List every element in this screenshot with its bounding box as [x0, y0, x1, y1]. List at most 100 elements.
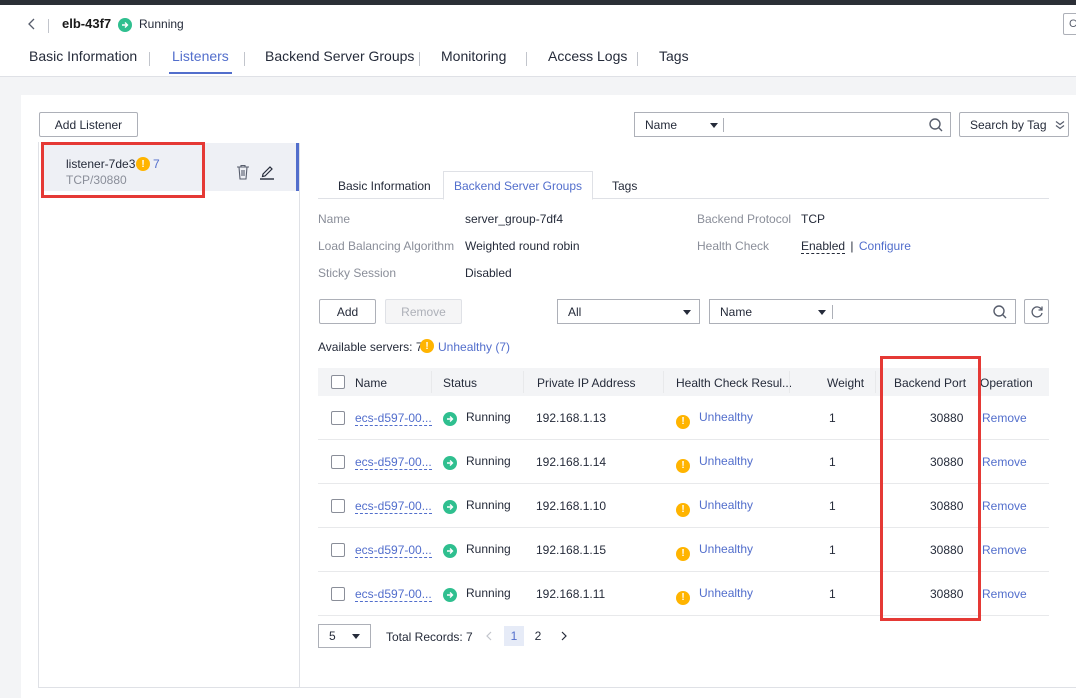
- total-records: Total Records: 7: [386, 630, 473, 644]
- add-server-button[interactable]: Add: [319, 299, 376, 324]
- subtabs-baseline: [318, 198, 1049, 199]
- unhealthy-link[interactable]: Unhealthy (7): [438, 340, 511, 354]
- warning-icon: !: [676, 546, 690, 561]
- chevron-down-icon: [818, 310, 826, 315]
- back-icon[interactable]: [24, 14, 40, 34]
- row-checkbox[interactable]: [331, 587, 345, 601]
- chevron-right-icon: [561, 631, 567, 641]
- server-status-text: Running: [466, 454, 511, 468]
- warning-icon: !: [676, 414, 690, 429]
- tab-listeners[interactable]: Listeners: [169, 48, 232, 74]
- input-divider: [832, 305, 833, 319]
- health-status-text: Unhealthy: [699, 498, 754, 512]
- listener-selected-bar: [296, 143, 299, 191]
- remove-server-link[interactable]: Remove: [982, 411, 1027, 425]
- card-bottom-line: [38, 687, 1076, 688]
- server-health: ! Unhealthy: [676, 542, 753, 561]
- group-name-link[interactable]: server_group-7df4: [465, 212, 564, 226]
- tab-access-logs[interactable]: Access Logs: [548, 48, 628, 64]
- sticky-session-label: Sticky Session: [318, 266, 397, 280]
- tab-monitoring[interactable]: Monitoring: [441, 48, 507, 64]
- subtab-tags[interactable]: Tags: [612, 179, 638, 193]
- server-private-ip: 192.168.1.10: [536, 499, 607, 513]
- header-divider: [48, 19, 49, 33]
- row-checkbox[interactable]: [331, 543, 345, 557]
- tab-tags[interactable]: Tags: [659, 48, 689, 64]
- server-status-text: Running: [466, 586, 511, 600]
- server-private-ip: 192.168.1.14: [536, 455, 607, 469]
- server-backend-port: 30880: [930, 455, 964, 469]
- filter-field-select[interactable]: Name: [634, 112, 729, 137]
- server-status-text: Running: [466, 542, 511, 556]
- column-header-operation: Operation: [980, 376, 1033, 390]
- refresh-button[interactable]: [1024, 299, 1049, 324]
- column-separator: [431, 371, 432, 393]
- page-2-button[interactable]: 2: [534, 629, 542, 643]
- column-header-name[interactable]: Name: [355, 376, 388, 390]
- page-header: [0, 5, 1076, 77]
- server-backend-port: 30880: [930, 587, 964, 601]
- table-row: ecs-d597-00... Running 192.168.1.13 ! Unh…: [318, 396, 1049, 440]
- remove-server-button[interactable]: Remove: [385, 299, 462, 324]
- tab-basic-information[interactable]: Basic Information: [29, 48, 138, 64]
- topright-button[interactable]: C: [1063, 13, 1076, 35]
- page-size-select[interactable]: 5: [318, 624, 371, 648]
- select-all-checkbox[interactable]: [331, 375, 345, 389]
- remove-server-link[interactable]: Remove: [982, 499, 1027, 513]
- configure-link[interactable]: Configure: [858, 239, 911, 253]
- panel-divider: [299, 143, 300, 688]
- column-header-weight[interactable]: Weight: [827, 376, 865, 390]
- column-header-status[interactable]: Status: [443, 376, 478, 390]
- next-page-button[interactable]: [554, 626, 574, 646]
- highlight-backend-port-box: [880, 356, 981, 621]
- sticky-session-value: Disabled: [465, 266, 512, 280]
- server-weight: 1: [829, 587, 836, 601]
- search-by-tag-button[interactable]: Search by Tag: [959, 112, 1069, 137]
- chevron-down-icon: [710, 123, 718, 128]
- server-field-select[interactable]: Name: [709, 299, 837, 324]
- add-listener-button[interactable]: Add Listener: [39, 112, 138, 137]
- listener-protocol-port: TCP/30880: [66, 173, 127, 187]
- health-status-text: Unhealthy: [699, 586, 754, 600]
- remove-server-link[interactable]: Remove: [982, 455, 1027, 469]
- group-name-label: Name: [318, 212, 351, 226]
- row-checkbox[interactable]: [331, 499, 345, 513]
- available-servers-text: Available servers: 7: [318, 340, 423, 354]
- subtab-basic-information[interactable]: Basic Information: [338, 179, 431, 193]
- listener-item[interactable]: [41, 143, 298, 191]
- server-name-link[interactable]: ecs-d597-00...: [355, 411, 432, 426]
- listener-search-input[interactable]: [723, 112, 951, 137]
- highlight-listener-box: [41, 142, 205, 198]
- refresh-icon: [1030, 305, 1043, 318]
- listener-warning-count[interactable]: 7: [153, 157, 160, 171]
- status-filter-value: All: [568, 304, 582, 319]
- status-filter-select[interactable]: All: [557, 299, 700, 324]
- prev-page-button[interactable]: [479, 626, 499, 646]
- table-row: ecs-d597-00... Running 192.168.1.14 ! Unh…: [318, 440, 1049, 484]
- column-header-backend-port[interactable]: Backend Port: [894, 376, 967, 390]
- server-search-input[interactable]: [832, 299, 1016, 324]
- page-size-value: 5: [329, 629, 336, 643]
- page-1-button[interactable]: 1: [504, 626, 524, 646]
- server-weight: 1: [829, 543, 836, 557]
- warning-icon: !: [676, 590, 690, 605]
- remove-server-link[interactable]: Remove: [982, 587, 1027, 601]
- search-icon[interactable]: [992, 304, 1008, 320]
- backend-protocol-label: Backend Protocol: [697, 212, 792, 226]
- server-name-link[interactable]: ecs-d597-00...: [355, 543, 432, 558]
- server-name-link[interactable]: ecs-d597-00...: [355, 455, 432, 470]
- subtab-backend-server-groups[interactable]: Backend Server Groups: [443, 171, 593, 200]
- delete-icon[interactable]: [236, 164, 250, 180]
- filter-field-value: Name: [645, 117, 678, 132]
- edit-icon[interactable]: [259, 163, 275, 180]
- server-status-text: Running: [466, 498, 511, 512]
- search-icon[interactable]: [928, 117, 944, 133]
- server-name-link[interactable]: ecs-d597-00...: [355, 587, 432, 602]
- row-checkbox[interactable]: [331, 455, 345, 469]
- tab-backend-server-groups[interactable]: Backend Server Groups: [265, 48, 415, 64]
- column-header-private-ip[interactable]: Private IP Address: [537, 376, 636, 390]
- server-name-link[interactable]: ecs-d597-00...: [355, 499, 432, 514]
- row-checkbox[interactable]: [331, 411, 345, 425]
- column-header-health-check[interactable]: Health Check Resul...: [676, 376, 793, 390]
- remove-server-link[interactable]: Remove: [982, 543, 1027, 557]
